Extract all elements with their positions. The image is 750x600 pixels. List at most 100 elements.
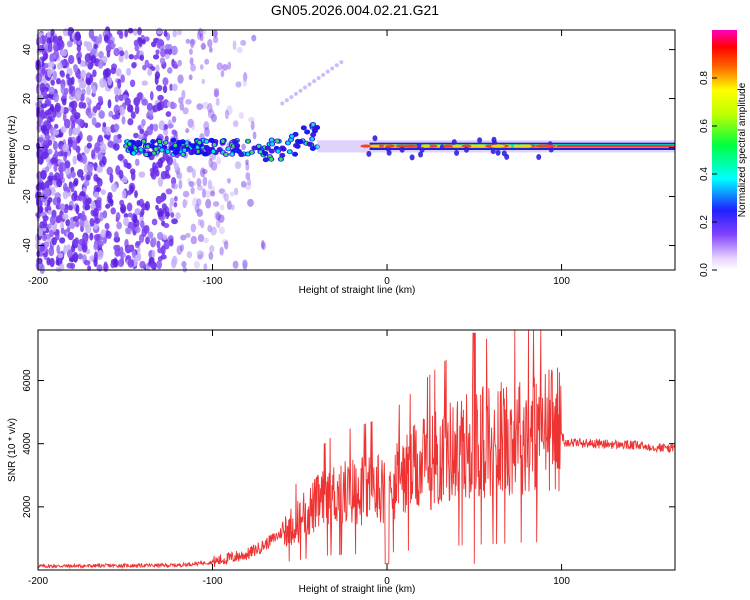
noise-blob — [158, 120, 166, 131]
noise-blob — [57, 35, 63, 41]
noise-blob — [191, 123, 195, 131]
noise-blob — [97, 95, 103, 103]
colorbar: 0.0 0.2 0.4 0.6 0.8 Normalized spectral ampl… — [699, 30, 748, 277]
noise-blob — [215, 97, 220, 107]
noise-blob — [97, 240, 104, 247]
noise-blob — [37, 182, 44, 188]
noise-blob — [164, 169, 170, 177]
noise-blob — [62, 190, 69, 200]
noise-blob — [47, 148, 53, 155]
noise-blob — [160, 48, 166, 58]
noise-blob — [100, 143, 107, 154]
noise-blob — [113, 48, 120, 57]
noise-blob — [46, 31, 51, 39]
noise-blob — [176, 245, 183, 255]
noise-blob — [224, 240, 229, 250]
signal-blob — [232, 139, 239, 145]
noise-blob — [75, 92, 81, 102]
noise-blob — [50, 28, 55, 36]
noise-blob — [146, 125, 154, 136]
noise-blob — [57, 252, 64, 259]
noise-blob — [227, 61, 232, 70]
signal-blob — [201, 151, 208, 157]
noise-blob — [196, 198, 202, 206]
noise-blob — [242, 72, 248, 82]
noise-blob — [130, 171, 136, 181]
noise-blob — [188, 74, 193, 81]
noise-blob — [154, 74, 159, 85]
noise-blob — [59, 171, 64, 180]
noise-blob — [130, 226, 136, 232]
noise-blob — [50, 186, 56, 196]
noise-blob — [35, 72, 43, 83]
noise-blob — [106, 166, 114, 176]
noise-blob — [218, 214, 225, 223]
noise-blob — [179, 101, 184, 111]
noise-blob — [245, 162, 250, 171]
noise-blob — [89, 232, 94, 241]
noise-blob — [131, 62, 137, 69]
noise-blob — [52, 225, 57, 232]
snr-y-axis: 2000 4000 6000 — [22, 369, 675, 518]
noise-blob — [70, 183, 75, 193]
noise-blob — [229, 191, 235, 197]
noise-blob — [74, 237, 80, 246]
noise-blob — [58, 203, 66, 211]
noise-blob — [102, 210, 108, 219]
streak-blob — [298, 88, 303, 93]
band-spur — [416, 142, 422, 149]
noise-blob — [117, 259, 125, 268]
noise-blob — [66, 40, 73, 48]
noise-blob — [102, 55, 108, 64]
noise-blob — [137, 125, 142, 131]
noise-blob — [204, 190, 212, 198]
noise-blob — [169, 238, 174, 247]
signal-blob — [293, 142, 300, 148]
signal-blob — [234, 143, 241, 149]
noise-blob — [73, 64, 78, 73]
signal-core — [276, 149, 280, 153]
noise-blob — [52, 35, 59, 45]
noise-blob — [96, 102, 101, 111]
noise-blob — [133, 132, 139, 139]
noise-blob — [53, 70, 57, 81]
signal-blob — [176, 139, 183, 145]
noise-blob — [165, 211, 171, 217]
noise-blob — [121, 176, 128, 184]
noise-blob — [107, 76, 113, 86]
band-blob — [491, 144, 506, 148]
band-spur — [418, 151, 424, 158]
band-blob — [442, 144, 453, 148]
noise-blob — [185, 99, 192, 105]
noise-blob — [83, 180, 90, 187]
noise-blob — [215, 212, 221, 221]
signal-core — [286, 141, 290, 145]
noise-blob — [127, 118, 134, 126]
noise-blob — [126, 67, 132, 76]
noise-blob — [196, 177, 202, 187]
y-tick-label: 4000 — [22, 432, 33, 455]
noise-blob — [164, 48, 170, 55]
noise-blob — [133, 54, 138, 60]
noise-blob — [47, 93, 53, 99]
noise-blob — [199, 33, 204, 42]
y-tick-label: 2000 — [22, 495, 33, 518]
noise-blob — [168, 207, 173, 214]
noise-blob — [123, 212, 129, 219]
band-spur — [366, 150, 372, 157]
noise-blob — [72, 155, 77, 165]
noise-blob — [53, 162, 58, 172]
noise-blob — [146, 102, 153, 112]
noise-blob — [119, 246, 124, 257]
signal-core — [211, 149, 216, 154]
noise-blob — [196, 103, 204, 111]
noise-blob — [70, 76, 75, 86]
noise-blob — [84, 122, 89, 129]
noise-blob — [170, 212, 175, 218]
noise-blob — [202, 176, 208, 187]
noise-blob — [103, 34, 109, 42]
noise-blob — [42, 215, 49, 222]
noise-blob — [55, 216, 61, 224]
noise-blob — [248, 116, 255, 123]
noise-blob — [151, 249, 156, 259]
